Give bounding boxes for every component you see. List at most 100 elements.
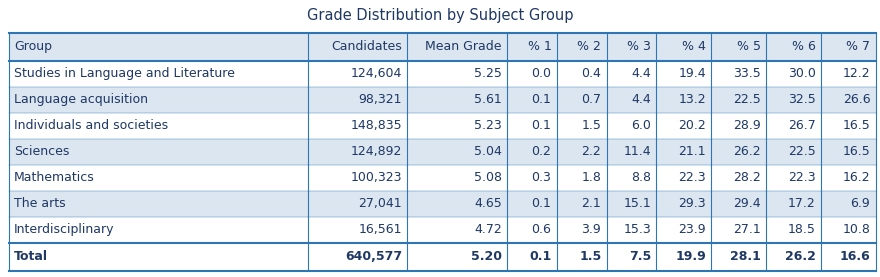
Text: 5.04: 5.04 — [473, 145, 502, 158]
Text: 4.4: 4.4 — [631, 93, 651, 106]
Text: 22.3: 22.3 — [788, 171, 816, 184]
Text: Studies in Language and Literature: Studies in Language and Literature — [14, 67, 235, 80]
Bar — [9, 217, 876, 243]
Text: 6.9: 6.9 — [851, 197, 870, 210]
Text: 98,321: 98,321 — [358, 93, 402, 106]
Text: 16,561: 16,561 — [358, 223, 402, 236]
Text: 11.4: 11.4 — [624, 145, 651, 158]
Text: % 5: % 5 — [737, 40, 760, 53]
Text: % 7: % 7 — [847, 40, 870, 53]
Text: 0.4: 0.4 — [582, 67, 601, 80]
Text: The arts: The arts — [14, 197, 66, 210]
Text: 22.5: 22.5 — [788, 145, 816, 158]
Text: 33.5: 33.5 — [733, 67, 760, 80]
Text: 0.1: 0.1 — [529, 250, 552, 263]
Text: 29.3: 29.3 — [678, 197, 706, 210]
Text: 4.72: 4.72 — [474, 223, 502, 236]
Text: 10.8: 10.8 — [842, 223, 870, 236]
Text: % 2: % 2 — [577, 40, 601, 53]
Text: 0.2: 0.2 — [532, 145, 552, 158]
Text: 1.8: 1.8 — [582, 171, 601, 184]
Text: 5.61: 5.61 — [474, 93, 502, 106]
Bar — [9, 165, 876, 191]
Text: 7.5: 7.5 — [629, 250, 651, 263]
Text: 30.0: 30.0 — [788, 67, 816, 80]
Text: 4.4: 4.4 — [631, 67, 651, 80]
Text: 640,577: 640,577 — [345, 250, 402, 263]
Text: 27,041: 27,041 — [358, 197, 402, 210]
Bar — [9, 113, 876, 139]
Bar — [9, 243, 876, 271]
Text: 29.4: 29.4 — [733, 197, 760, 210]
Text: 8.8: 8.8 — [631, 171, 651, 184]
Text: 21.1: 21.1 — [678, 145, 706, 158]
Text: 16.6: 16.6 — [840, 250, 870, 263]
Text: 26.7: 26.7 — [788, 119, 816, 132]
Text: 13.2: 13.2 — [678, 93, 706, 106]
Text: Language acquisition: Language acquisition — [14, 93, 148, 106]
Text: 17.2: 17.2 — [788, 197, 816, 210]
Text: 20.2: 20.2 — [678, 119, 706, 132]
Text: 26.6: 26.6 — [843, 93, 870, 106]
Text: 3.9: 3.9 — [582, 223, 601, 236]
Text: % 4: % 4 — [682, 40, 706, 53]
Text: 5.23: 5.23 — [474, 119, 502, 132]
Text: 28.2: 28.2 — [733, 171, 760, 184]
Text: Total: Total — [14, 250, 48, 263]
Text: % 1: % 1 — [528, 40, 552, 53]
Text: 2.2: 2.2 — [582, 145, 601, 158]
Text: Mean Grade: Mean Grade — [425, 40, 502, 53]
Text: 6.0: 6.0 — [631, 119, 651, 132]
Text: 124,892: 124,892 — [350, 145, 402, 158]
Text: 0.1: 0.1 — [532, 93, 552, 106]
Text: 32.5: 32.5 — [788, 93, 816, 106]
Text: 19.4: 19.4 — [678, 67, 706, 80]
Text: 15.1: 15.1 — [623, 197, 651, 210]
Text: 124,604: 124,604 — [350, 67, 402, 80]
Text: 26.2: 26.2 — [785, 250, 816, 263]
Text: 0.3: 0.3 — [532, 171, 552, 184]
Text: 5.20: 5.20 — [471, 250, 502, 263]
Text: 27.1: 27.1 — [733, 223, 760, 236]
Text: 26.2: 26.2 — [733, 145, 760, 158]
Text: 1.5: 1.5 — [579, 250, 601, 263]
Text: 0.0: 0.0 — [532, 67, 552, 80]
Text: Interdisciplinary: Interdisciplinary — [14, 223, 114, 236]
Text: 5.08: 5.08 — [473, 171, 502, 184]
Text: 100,323: 100,323 — [350, 171, 402, 184]
Text: 0.1: 0.1 — [532, 197, 552, 210]
Text: 16.5: 16.5 — [842, 145, 870, 158]
Text: 28.1: 28.1 — [730, 250, 760, 263]
Text: Candidates: Candidates — [331, 40, 402, 53]
Bar — [9, 191, 876, 217]
Text: 22.5: 22.5 — [733, 93, 760, 106]
Text: 15.3: 15.3 — [623, 223, 651, 236]
Text: Individuals and societies: Individuals and societies — [14, 119, 168, 132]
Text: 2.1: 2.1 — [582, 197, 601, 210]
Text: 23.9: 23.9 — [678, 223, 706, 236]
Bar — [9, 87, 876, 113]
Text: 16.2: 16.2 — [843, 171, 870, 184]
Text: 1.5: 1.5 — [582, 119, 601, 132]
Text: 5.25: 5.25 — [473, 67, 502, 80]
Bar — [9, 139, 876, 165]
Text: Grade Distribution by Subject Group: Grade Distribution by Subject Group — [307, 8, 573, 23]
Bar — [9, 61, 876, 87]
Text: 19.9: 19.9 — [675, 250, 706, 263]
Text: Sciences: Sciences — [14, 145, 70, 158]
Text: Group: Group — [14, 40, 52, 53]
Text: % 3: % 3 — [627, 40, 651, 53]
Text: 28.9: 28.9 — [733, 119, 760, 132]
Text: 0.7: 0.7 — [582, 93, 601, 106]
Text: 18.5: 18.5 — [788, 223, 816, 236]
Text: 4.65: 4.65 — [474, 197, 502, 210]
Text: 0.1: 0.1 — [532, 119, 552, 132]
Text: 12.2: 12.2 — [843, 67, 870, 80]
Text: 16.5: 16.5 — [842, 119, 870, 132]
Text: 148,835: 148,835 — [350, 119, 402, 132]
Text: % 6: % 6 — [792, 40, 816, 53]
Text: Mathematics: Mathematics — [14, 171, 95, 184]
Bar — [9, 33, 876, 61]
Text: 22.3: 22.3 — [678, 171, 706, 184]
Text: 0.6: 0.6 — [532, 223, 552, 236]
